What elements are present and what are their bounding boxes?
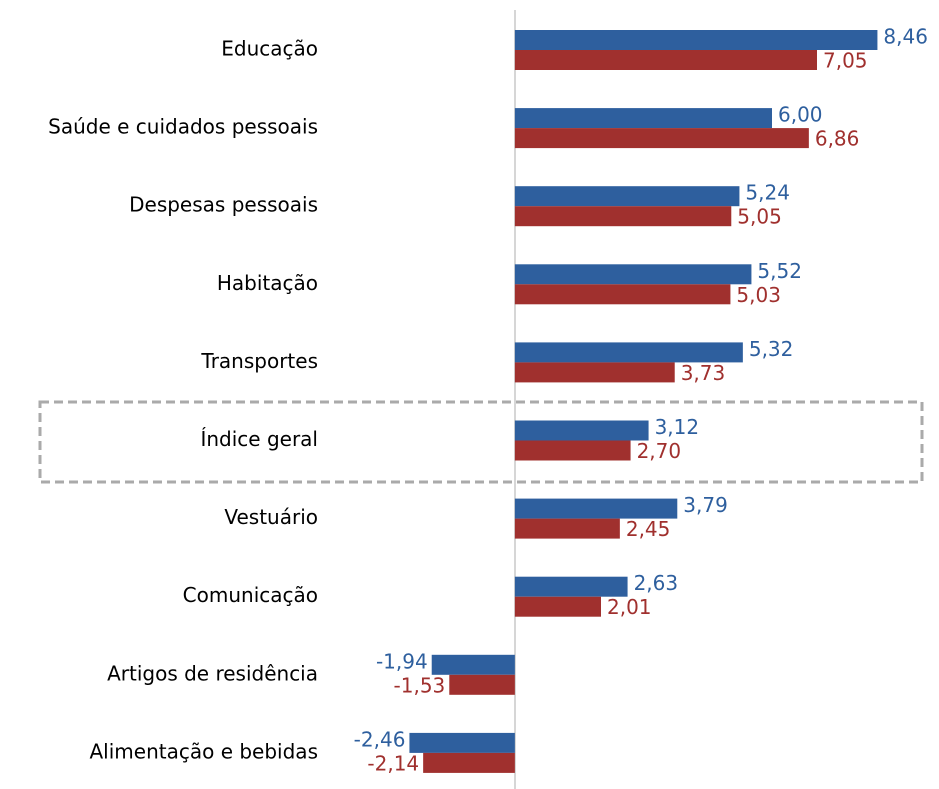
bar	[449, 674, 515, 695]
bar	[514, 498, 678, 519]
value-label: 3,79	[683, 493, 728, 517]
bar	[514, 596, 601, 617]
bar	[409, 732, 515, 753]
category-label: Alimentação e bebidas	[90, 739, 319, 763]
bar	[514, 206, 732, 227]
bar	[514, 30, 878, 50]
value-label: -1,94	[376, 649, 428, 673]
bar	[431, 654, 515, 675]
category-label: Educação	[221, 37, 318, 61]
value-label: 7,05	[823, 49, 868, 73]
category-label: Vestuário	[224, 505, 318, 529]
category-label: Saúde e cuidados pessoais	[48, 115, 318, 139]
bar	[514, 50, 817, 70]
bar	[514, 440, 631, 461]
bar	[423, 752, 515, 773]
value-label: 5,05	[737, 205, 782, 229]
value-label: 3,12	[655, 415, 700, 439]
value-label: 6,00	[778, 103, 823, 127]
bar	[514, 108, 772, 129]
value-label: 2,45	[626, 517, 671, 541]
value-label: 3,73	[681, 361, 726, 385]
value-label: 2,63	[634, 571, 679, 595]
value-label: 5,52	[757, 259, 802, 283]
bar	[514, 186, 740, 207]
category-label: Comunicação	[183, 583, 318, 607]
category-label: Habitação	[217, 271, 318, 295]
value-label: -1,53	[394, 673, 446, 697]
value-label: 6,86	[815, 127, 860, 151]
value-label: 5,03	[736, 283, 781, 307]
category-label: Transportes	[200, 349, 318, 373]
bar	[514, 576, 628, 597]
value-label: -2,46	[354, 727, 406, 751]
bar	[514, 420, 649, 441]
bar	[514, 342, 743, 363]
highlight-box	[38, 400, 924, 484]
value-label: 5,32	[749, 337, 794, 361]
bar	[514, 128, 809, 149]
value-label: 2,01	[607, 595, 652, 619]
bar	[514, 518, 620, 539]
bar	[514, 284, 731, 305]
value-label: 2,70	[637, 439, 682, 463]
category-label: Artigos de residência	[107, 661, 318, 685]
bar	[514, 264, 752, 285]
value-label: 5,24	[745, 181, 790, 205]
category-label: Despesas pessoais	[129, 193, 318, 217]
category-label: Índice geral	[200, 427, 318, 451]
bar	[514, 362, 675, 383]
value-label: 8,46	[883, 25, 928, 49]
value-label: -2,14	[367, 751, 419, 775]
